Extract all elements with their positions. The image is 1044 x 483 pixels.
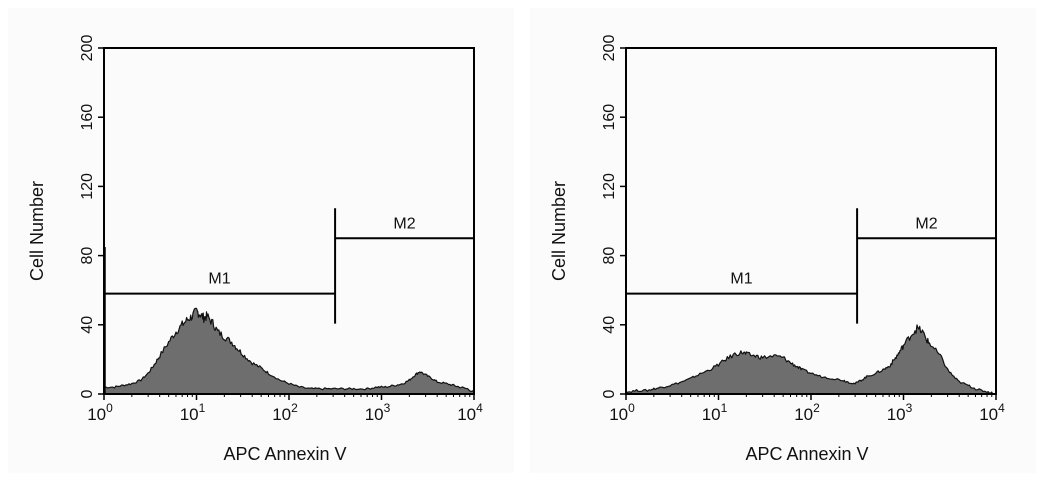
x-tick-label: 104: [979, 401, 1005, 424]
histogram-area: [103, 307, 475, 395]
x-tick-label: 101: [702, 401, 728, 424]
marker-label-m1: M1: [730, 271, 752, 288]
histogram-panel-right: M1 M2 100 101 102 103 104 0 40 80 120 160 200 APC Ann…: [522, 0, 1044, 483]
y-tick-label: 0: [79, 389, 96, 398]
x-tick-label: 104: [457, 401, 483, 424]
y-tick-label: 40: [601, 316, 618, 334]
marker-label-m2: M2: [915, 215, 937, 232]
histogram-chart-right: M1 M2 100 101 102 103 104 0 40 80 120 160 200 APC Ann…: [549, 35, 1005, 464]
y-tick-label: 80: [79, 247, 96, 265]
plot-frame: [625, 47, 997, 395]
histogram-panel-left: M1 M2 100 101 102 103 104 0 40 80 120 160 200 APC Ann…: [27, 34, 484, 464]
y-tick-label: 120: [79, 173, 96, 200]
x-tick-label: 102: [272, 401, 298, 424]
x-axis-label: APC Annexin V: [223, 444, 346, 464]
x-axis-label: APC Annexin V: [745, 444, 868, 464]
x-tick-label: 103: [365, 401, 391, 424]
y-axis-label: Cell Number: [27, 181, 47, 281]
y-tick-label: 80: [601, 247, 618, 265]
y-tick-label: 160: [79, 104, 96, 131]
y-tick-label: 200: [79, 35, 96, 62]
plot-frame: [103, 47, 475, 395]
histogram-chart-left: M1 M2 100 101 102 103 104 0 40 80 120 160 200 APC Ann…: [27, 35, 483, 464]
y-tick-label: 120: [601, 173, 618, 200]
y-tick-label: 0: [601, 389, 618, 398]
x-tick-label: 103: [887, 401, 913, 424]
y-tick-label: 200: [601, 35, 618, 62]
x-tick-label: 101: [180, 401, 206, 424]
marker-label-m2: M2: [393, 215, 415, 232]
marker-label-m1: M1: [208, 271, 230, 288]
x-tick-label: 102: [794, 401, 820, 424]
y-tick-label: 40: [79, 316, 96, 334]
x-tick-label: 100: [87, 401, 113, 424]
y-axis-label: Cell Number: [549, 181, 569, 281]
histogram-area: [625, 324, 997, 395]
x-tick-label: 100: [609, 401, 635, 424]
y-tick-label: 160: [601, 104, 618, 131]
